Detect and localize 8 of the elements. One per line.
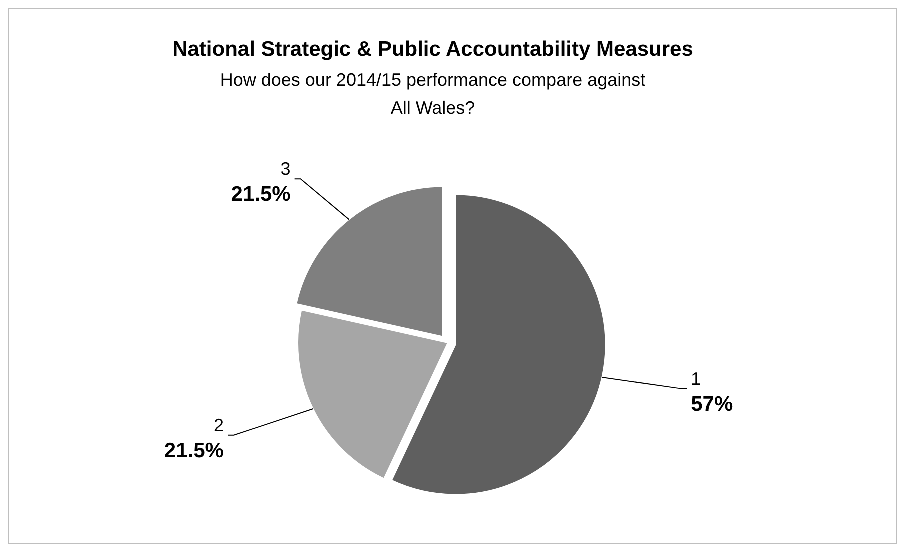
data-label: 57% (691, 392, 734, 416)
slice-label: 2 (214, 415, 224, 436)
chart-subtitle: How does our 2014/15 performance compare against All Wales? (220, 70, 646, 118)
data-label: 21.5% (231, 183, 292, 206)
slice-label: 1 (691, 368, 702, 389)
slice-label: 3 (280, 159, 291, 180)
data-label: 21.5% (164, 439, 224, 462)
chart-title: National Strategic & Public Accountability Measures (172, 38, 694, 61)
